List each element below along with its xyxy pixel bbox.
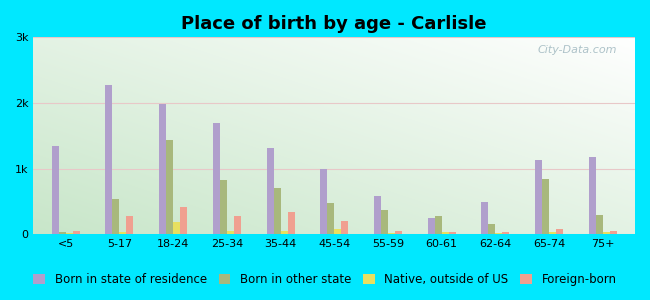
- Bar: [448, 232, 456, 234]
- Bar: [73, 231, 80, 234]
- Bar: [52, 146, 58, 234]
- Bar: [274, 188, 281, 234]
- Bar: [596, 215, 603, 234]
- Title: Place of birth by age - Carlisle: Place of birth by age - Carlisle: [181, 15, 487, 33]
- Bar: [126, 216, 133, 234]
- Bar: [535, 160, 542, 234]
- Bar: [227, 231, 234, 234]
- Bar: [374, 196, 381, 234]
- Bar: [549, 232, 556, 234]
- Bar: [320, 169, 327, 234]
- Bar: [341, 221, 348, 234]
- Bar: [120, 232, 126, 234]
- Bar: [173, 222, 180, 234]
- Legend: Born in state of residence, Born in other state, Native, outside of US, Foreign-: Born in state of residence, Born in othe…: [29, 269, 621, 291]
- Bar: [166, 140, 173, 234]
- Bar: [220, 180, 227, 234]
- Bar: [441, 232, 448, 234]
- Bar: [180, 207, 187, 234]
- Bar: [66, 233, 73, 234]
- Text: City-Data.com: City-Data.com: [538, 45, 617, 55]
- Bar: [381, 210, 388, 234]
- Bar: [334, 229, 341, 234]
- Bar: [112, 200, 120, 234]
- Bar: [213, 123, 220, 234]
- Bar: [388, 233, 395, 234]
- Bar: [502, 232, 510, 234]
- Bar: [435, 216, 441, 234]
- Bar: [58, 232, 66, 234]
- Bar: [428, 218, 435, 234]
- Bar: [610, 231, 617, 234]
- Bar: [105, 85, 112, 234]
- Bar: [589, 158, 596, 234]
- Bar: [281, 231, 287, 234]
- Bar: [482, 202, 488, 234]
- Bar: [287, 212, 294, 234]
- Bar: [327, 203, 334, 234]
- Bar: [488, 224, 495, 234]
- Bar: [159, 104, 166, 234]
- Bar: [603, 232, 610, 234]
- Bar: [266, 148, 274, 234]
- Bar: [495, 233, 502, 234]
- Bar: [395, 231, 402, 234]
- Bar: [234, 216, 240, 234]
- Bar: [542, 179, 549, 234]
- Bar: [556, 229, 563, 234]
